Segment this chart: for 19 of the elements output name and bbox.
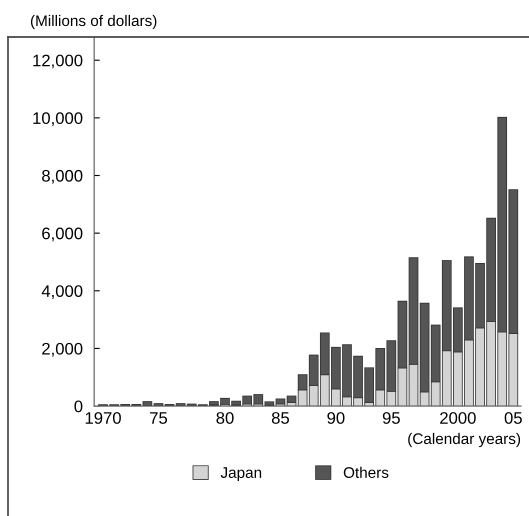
legend-label: Japan [220, 467, 262, 481]
x-tick-label: 1970 [86, 412, 121, 424]
x-axis-title: (Calendar years) [408, 432, 520, 448]
y-tick-label: 6,000 [42, 228, 82, 242]
x-tick-label: 90 [327, 412, 345, 424]
x-tick-label: 75 [150, 412, 168, 424]
y-tick-label: 0 [74, 400, 82, 412]
y-axis-title: (Millions of dollars) [30, 14, 156, 30]
x-tick-label: 95 [382, 412, 400, 424]
x-tick-label: 80 [216, 412, 234, 424]
x-tick-label: 05 [504, 412, 522, 424]
y-tick-label: 8,000 [42, 170, 82, 184]
y-tick-label: 4,000 [42, 285, 82, 299]
y-tick-label: 10,000 [33, 112, 82, 126]
legend-label: Others [344, 466, 388, 478]
y-tick-label: 2,000 [42, 342, 82, 357]
y-tick-label: 12,000 [33, 54, 82, 68]
x-tick-label: 85 [272, 412, 290, 424]
x-tick-label: 2000 [440, 412, 476, 424]
